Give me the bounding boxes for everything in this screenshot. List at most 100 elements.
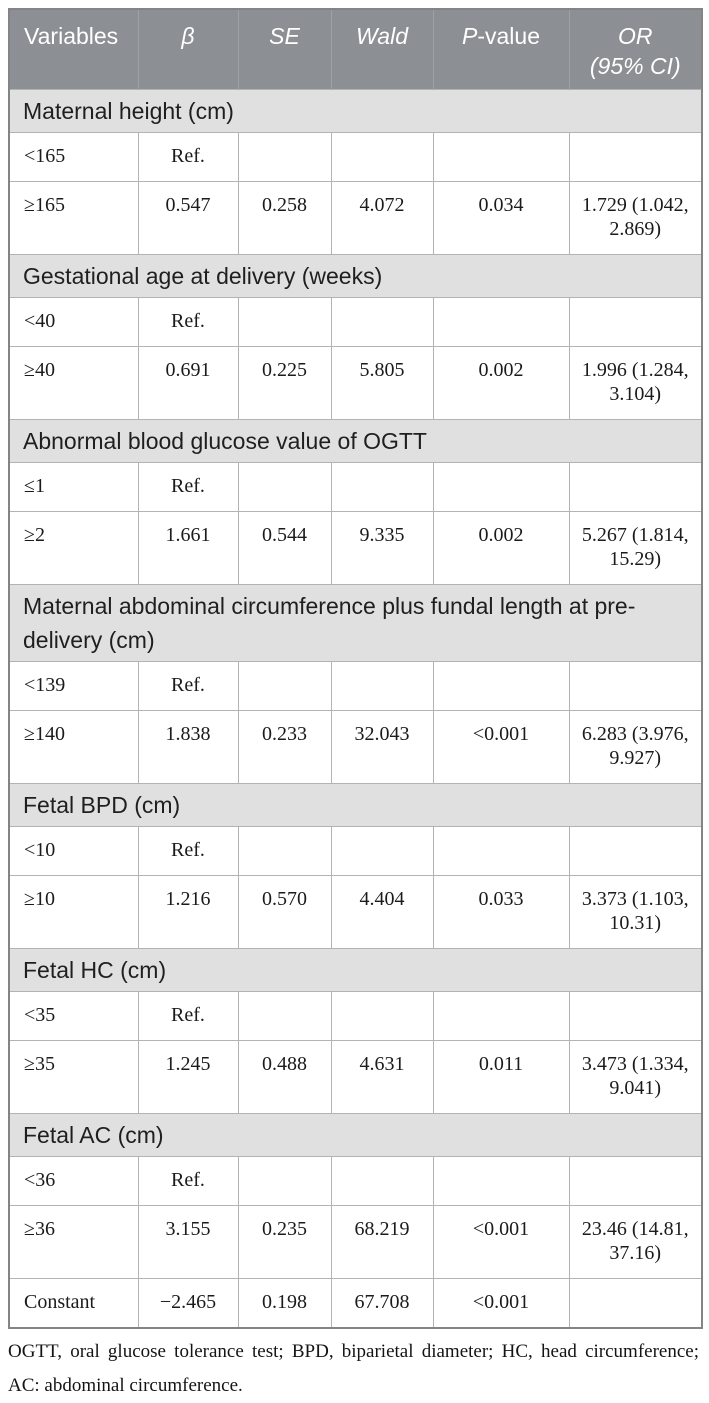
section-title: Gestational age at delivery (weeks): [8, 254, 703, 298]
section-row: Fetal BPD (cm): [8, 783, 703, 827]
wald-cell: 4.072: [330, 181, 434, 255]
or-95ci-cell: [568, 1156, 703, 1206]
table-row: ≥35 1.245 0.488 4.631 0.011 3.473 (1.334, 9.0…: [8, 1040, 703, 1114]
se-cell: 0.258: [237, 181, 332, 255]
header-label-segment: SE: [269, 23, 300, 49]
variable-cell: ≤1: [8, 462, 139, 512]
variable-cell: ≥40: [8, 346, 139, 420]
variable-cell: <36: [8, 1156, 139, 1206]
or-95ci-cell: 3.373 (1.103, 10.31): [568, 875, 703, 949]
variable-cell: ≥2: [8, 511, 139, 585]
beta-cell: 1.216: [137, 875, 239, 949]
p-value-cell: <0.001: [432, 1205, 570, 1279]
se-cell: [237, 661, 332, 711]
se-cell: [237, 297, 332, 347]
section-row: Maternal abdominal circumference plus fu…: [8, 584, 703, 662]
section-title: Fetal AC (cm): [8, 1113, 703, 1157]
wald-cell: 32.043: [330, 710, 434, 784]
beta-cell: 1.661: [137, 511, 239, 585]
or-95ci-cell: [568, 462, 703, 512]
col-or-95ci-header: OR (95% CI): [568, 9, 702, 90]
section-title: Maternal height (cm): [8, 89, 703, 133]
beta-cell: Ref.: [137, 297, 239, 347]
variable-cell: <10: [8, 826, 139, 876]
wald-cell: [330, 297, 434, 347]
regression-table: Variables β SE Wald P-value OR (95% CI) Mater…: [8, 8, 703, 1329]
table-row: ≥10 1.216 0.570 4.404 0.033 3.373 (1.103, 10.…: [8, 875, 703, 949]
p-value-cell: 0.011: [432, 1040, 570, 1114]
beta-cell: Ref.: [137, 462, 239, 512]
variable-cell: ≥35: [8, 1040, 139, 1114]
section-row: Gestational age at delivery (weeks): [8, 254, 703, 298]
se-cell: 0.544: [237, 511, 332, 585]
table-row: ≥40 0.691 0.225 5.805 0.002 1.996 (1.284, 3.1…: [8, 346, 703, 420]
or-95ci-cell: 1.996 (1.284, 3.104): [568, 346, 703, 420]
header-row: Variables β SE Wald P-value OR (95% CI): [9, 9, 702, 90]
table-footnote: OGTT, oral glucose tolerance test; BPD, …: [8, 1341, 699, 1396]
se-cell: 0.225: [237, 346, 332, 420]
wald-cell: 5.805: [330, 346, 434, 420]
beta-cell: Ref.: [137, 826, 239, 876]
variable-cell: ≥10: [8, 875, 139, 949]
or-95ci-cell: [568, 661, 703, 711]
se-cell: 0.488: [237, 1040, 332, 1114]
or-95ci-cell: 5.267 (1.814, 15.29): [568, 511, 703, 585]
section-row: Abnormal blood glucose value of OGTT: [8, 419, 703, 463]
table-row: <10 Ref.: [8, 826, 703, 876]
se-cell: 0.235: [237, 1205, 332, 1279]
header-label-segment: P: [462, 23, 478, 49]
or-95ci-cell: 1.729 (1.042, 2.869): [568, 181, 703, 255]
header-label-segment: β: [181, 23, 195, 49]
table-row: ≥165 0.547 0.258 4.072 0.034 1.729 (1.042, 2.…: [8, 181, 703, 255]
header-label-segment: OR (95% CI): [589, 23, 681, 79]
variable-cell: <165: [8, 132, 139, 182]
p-value-cell: <0.001: [432, 710, 570, 784]
se-cell: 0.198: [237, 1278, 332, 1329]
or-95ci-cell: [568, 297, 703, 347]
beta-cell: Ref.: [137, 991, 239, 1041]
wald-cell: [330, 132, 434, 182]
section-title: Maternal abdominal circumference plus fu…: [8, 584, 703, 662]
table-body: Maternal height (cm) <165 Ref. ≥165 0.547 0.2…: [8, 89, 703, 1329]
se-cell: 0.570: [237, 875, 332, 949]
variable-cell: Constant: [8, 1278, 139, 1329]
table-row: <139 Ref.: [8, 661, 703, 711]
wald-cell: 67.708: [330, 1278, 434, 1329]
p-value-cell: [432, 661, 570, 711]
variable-cell: ≥36: [8, 1205, 139, 1279]
beta-cell: Ref.: [137, 661, 239, 711]
header-label-segment: Wald: [356, 23, 408, 49]
wald-cell: 9.335: [330, 511, 434, 585]
se-cell: 0.233: [237, 710, 332, 784]
beta-cell: 3.155: [137, 1205, 239, 1279]
p-value-cell: 0.033: [432, 875, 570, 949]
section-title: Fetal BPD (cm): [8, 783, 703, 827]
or-95ci-cell: 23.46 (14.81, 37.16): [568, 1205, 703, 1279]
p-value-cell: [432, 826, 570, 876]
section-row: Fetal AC (cm): [8, 1113, 703, 1157]
wald-cell: [330, 826, 434, 876]
section-row: Fetal HC (cm): [8, 948, 703, 992]
p-value-cell: [432, 1156, 570, 1206]
wald-cell: [330, 1156, 434, 1206]
col-se-header: SE: [237, 9, 331, 90]
beta-cell: Ref.: [137, 132, 239, 182]
wald-cell: 68.219: [330, 1205, 434, 1279]
p-value-cell: 0.034: [432, 181, 570, 255]
col-beta-header: β: [137, 9, 238, 90]
or-95ci-cell: 3.473 (1.334, 9.041): [568, 1040, 703, 1114]
section-title: Fetal HC (cm): [8, 948, 703, 992]
col-wald-header: Wald: [330, 9, 433, 90]
table-row: <36 Ref.: [8, 1156, 703, 1206]
table-row: <40 Ref.: [8, 297, 703, 347]
beta-cell: −2.465: [137, 1278, 239, 1329]
section-title: Abnormal blood glucose value of OGTT: [8, 419, 703, 463]
table-row: <165 Ref.: [8, 132, 703, 182]
variable-cell: <139: [8, 661, 139, 711]
se-cell: [237, 1156, 332, 1206]
table-row: Constant −2.465 0.198 67.708 <0.001: [8, 1278, 703, 1329]
variable-cell: ≥165: [8, 181, 139, 255]
p-value-cell: [432, 991, 570, 1041]
table-row: ≥36 3.155 0.235 68.219 <0.001 23.46 (14.81, 3…: [8, 1205, 703, 1279]
